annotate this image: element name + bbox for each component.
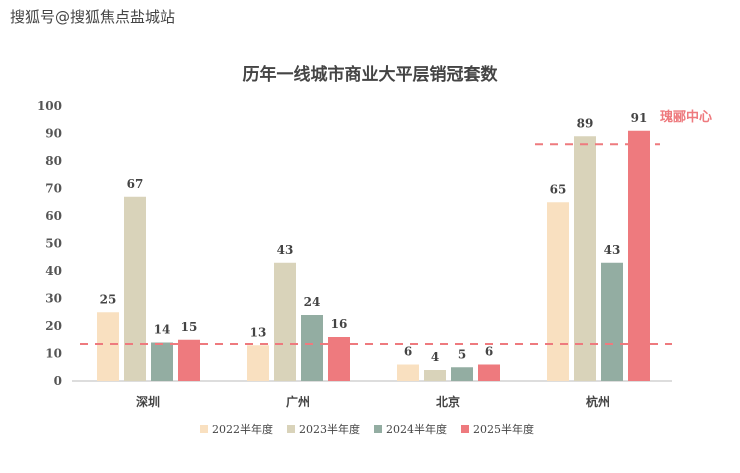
bar [547,202,569,381]
bar [328,337,350,381]
data-label: 6 [485,345,493,359]
legend-label: 2023半年度 [299,422,360,436]
data-label: 16 [331,317,348,331]
data-label: 91 [631,111,648,125]
bar [397,364,419,381]
bar [451,367,473,381]
y-tick-label: 40 [45,264,62,278]
data-label: 5 [458,347,466,361]
x-tick-label: 杭州 [586,394,610,409]
legend-label: 2022半年度 [212,422,273,436]
bar [178,339,200,381]
data-label: 43 [604,243,621,257]
annotation-label: 瑰郦中心 [660,109,712,125]
bar [574,136,596,381]
bar [301,315,323,381]
y-tick-label: 10 [45,347,62,361]
y-tick-label: 50 [45,237,62,251]
bar [124,196,146,381]
x-tick-label: 广州 [286,394,310,409]
data-label: 15 [181,320,198,334]
data-label: 6 [404,345,412,359]
bar [97,312,119,381]
bar [601,262,623,381]
data-label: 89 [577,116,594,130]
bar [424,370,446,381]
bar [478,364,500,381]
data-label: 65 [550,182,567,196]
legend-swatch [287,425,295,433]
legend-label: 2025半年度 [473,422,534,436]
legend-swatch [374,425,382,433]
bar [151,342,173,381]
data-label: 25 [100,292,117,306]
data-label: 67 [127,177,144,191]
legend-label: 2024半年度 [386,422,447,436]
y-tick-label: 90 [45,127,62,141]
y-tick-label: 100 [37,99,62,113]
chart-title: 历年一线城市商业大平层销冠套数 [243,64,499,85]
y-tick-label: 30 [45,292,62,306]
data-label: 13 [250,325,267,339]
y-tick-label: 60 [45,209,62,223]
x-tick-label: 深圳 [136,394,160,409]
data-label: 43 [277,243,294,257]
bar [274,262,296,381]
watermark: 搜狐号@搜狐焦点盐城站 [10,8,176,26]
data-label: 14 [154,323,171,337]
bar [628,130,650,381]
y-tick-label: 0 [54,374,62,388]
y-tick-label: 70 [45,182,62,196]
legend-swatch [200,425,208,433]
x-tick-label: 北京 [436,394,460,409]
data-label: 24 [304,295,321,309]
y-tick-label: 20 [45,319,62,333]
data-label: 4 [431,350,439,364]
legend-swatch [461,425,469,433]
y-tick-label: 80 [45,154,62,168]
bar [247,345,269,381]
